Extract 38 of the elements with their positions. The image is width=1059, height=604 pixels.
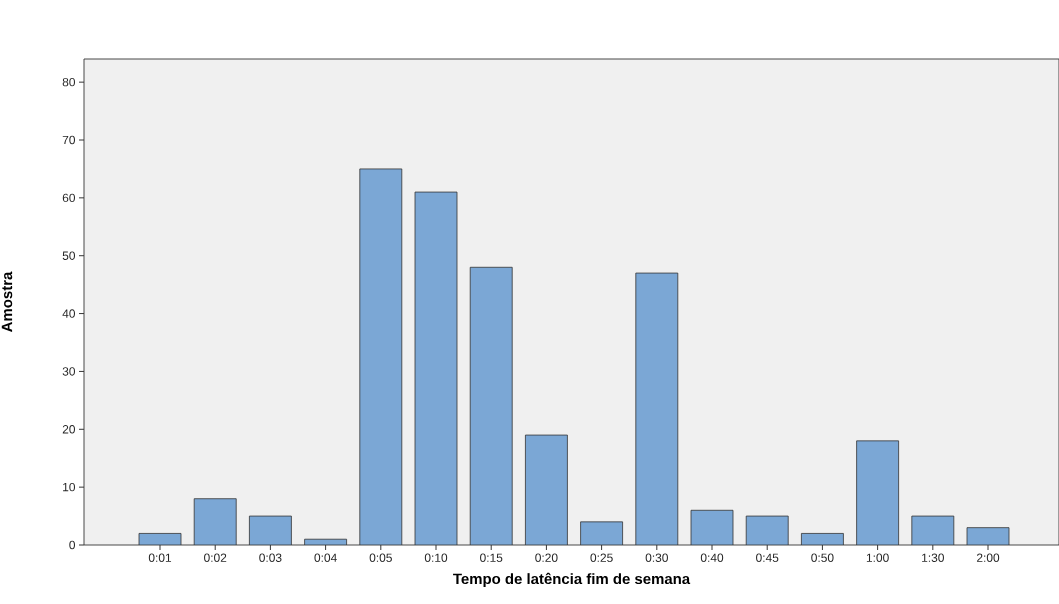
y-tick-label: 20 <box>62 425 76 434</box>
x-tick-label: 0:40 <box>700 553 724 562</box>
x-tick-label: 0:02 <box>204 553 227 562</box>
bar <box>359 168 402 545</box>
x-axis-title: Tempo de latência fim de semana <box>453 572 691 588</box>
bar <box>635 273 678 545</box>
bar <box>470 267 513 545</box>
x-tick-label: 0:01 <box>148 553 172 562</box>
y-tick-label: 10 <box>63 482 76 492</box>
y-tick-label: 50 <box>62 251 76 260</box>
bar <box>525 435 568 545</box>
x-tick-label: 0:03 <box>259 553 282 562</box>
y-tick-label: 30 <box>62 367 76 376</box>
y-tick-label: 70 <box>62 135 76 145</box>
y-tick-label: 60 <box>62 193 76 203</box>
x-tick-label: 0:04 <box>314 553 337 562</box>
x-tick-label: 0:30 <box>645 553 668 562</box>
bar <box>691 510 734 545</box>
bar <box>194 498 237 545</box>
y-axis-title: Amostra <box>1 271 13 332</box>
x-tick-label: 0:25 <box>590 553 613 562</box>
bar <box>249 516 292 545</box>
x-tick-label: 1:00 <box>866 553 889 562</box>
y-tick-label: 40 <box>62 309 76 318</box>
bar <box>746 516 789 545</box>
x-tick-label: 0:15 <box>480 553 503 562</box>
x-tick-label: 0:05 <box>369 553 392 562</box>
x-tick-label: 0:20 <box>535 553 558 562</box>
x-tick-label: 0:50 <box>811 553 834 562</box>
y-tick-label: 80 <box>62 77 76 87</box>
bar <box>415 192 457 545</box>
bar <box>911 516 954 545</box>
x-tick-label: 0:45 <box>756 553 779 562</box>
x-tick-label: 2:00 <box>976 553 1000 562</box>
y-tick-label: 0 <box>69 540 76 550</box>
x-tick-label: 0:10 <box>424 553 448 562</box>
x-tick-label: 1:30 <box>922 553 944 562</box>
bar <box>856 440 899 545</box>
